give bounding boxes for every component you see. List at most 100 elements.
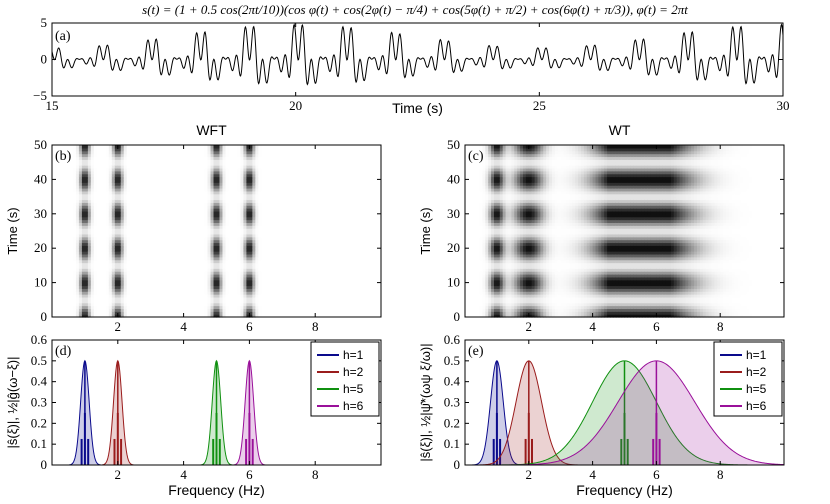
heatmap-cell [186,150,191,155]
heatmap-cell [252,233,256,238]
heatmap-cell [267,279,271,284]
heatmap-cell [150,276,155,281]
heatmap-cell [219,314,224,318]
heatmap-cell [246,279,250,284]
heatmap-cell [201,222,206,226]
heatmap-cell [261,228,265,232]
heatmap-cell [240,305,245,309]
heatmap-cell [90,296,95,301]
heatmap-cell [186,279,191,284]
heatmap-cell [258,285,262,289]
heatmap-cell [96,279,101,284]
heatmap-cell [201,156,206,160]
heatmap-cell [237,239,242,244]
heatmap-cell [222,251,227,255]
heatmap-cell [159,259,164,264]
heatmap-cell [288,314,292,318]
heatmap-cell [270,299,274,304]
heatmap-cell [96,251,101,255]
heatmap-cell [123,213,128,218]
heatmap-cell [192,239,197,244]
heatmap-cell [246,216,250,221]
heatmap-cell [141,228,146,232]
heatmap-cell [219,302,224,307]
heatmap-cell [69,282,74,287]
heatmap-cell [201,150,206,155]
heatmap-cell [171,268,176,272]
heatmap-cell [186,185,191,189]
heatmap-cell [189,213,194,218]
heatmap-cell [282,265,286,269]
heatmap-cell [60,225,65,229]
heatmap-cell [294,202,298,206]
heatmap-cell [99,256,104,261]
heatmap-cell [90,225,95,229]
heatmap-cell [174,268,179,272]
heatmap-cell [174,145,179,149]
heatmap-cell [210,165,215,169]
heatmap-cell [162,239,167,244]
heatmap-cell [288,213,292,218]
heatmap-cell [264,236,268,241]
heatmap-cell [90,176,95,180]
heatmap-cell [192,288,197,292]
heatmap-cell [237,222,242,226]
heatmap-cell [267,294,271,298]
heatmap-cell [66,279,71,284]
heatmap-cell [66,282,71,287]
heatmap-cell [60,296,65,301]
heatmap-cell [147,222,152,226]
heatmap-cell [78,279,83,284]
heatmap-cell [52,294,56,298]
heatmap-cell [210,253,215,258]
heatmap-cell [126,205,131,209]
heatmap-cell [52,222,56,226]
heatmap-cell [279,147,283,152]
heatmap-cell [279,288,283,292]
heatmap-cell [69,170,74,175]
heatmap-cell [84,228,89,232]
heatmap-cell [261,242,265,246]
heatmap-cell [138,282,143,287]
heatmap-cell [171,170,176,175]
heatmap-cell [159,239,164,244]
heatmap-cell [237,147,242,152]
heatmap-cell [264,311,268,315]
heatmap-cell [288,153,292,158]
heatmap-cell [108,205,113,209]
heatmap-cell [105,305,110,309]
heatmap-cell [222,176,227,180]
heatmap-cell [276,276,280,281]
heatmap-cell [156,276,161,281]
heatmap-cell [228,253,233,258]
heatmap-cell [135,173,140,178]
heatmap-cell [291,150,295,155]
heatmap-cell [168,162,173,166]
heatmap-cell [270,176,274,180]
heatmap-cell [162,271,167,275]
heatmap-cell [99,314,104,318]
heatmap-cell [126,222,131,226]
heatmap-cell [108,219,113,223]
heatmap-cell [120,162,125,166]
heatmap-cell [171,150,176,155]
heatmap-cell [144,305,149,309]
heatmap-cell [210,251,215,255]
heatmap-cell [159,248,164,252]
heatmap-cell [261,305,265,309]
heatmap-cell [297,196,301,201]
heatmap-cell [60,279,65,284]
heatmap-cell [99,236,104,241]
heatmap-cell [270,219,274,223]
heatmap-cell [147,165,152,169]
heatmap-cell [174,291,179,295]
heatmap-cell [222,268,227,272]
heatmap-cell [255,219,259,223]
heatmap-cell [93,216,98,221]
heatmap-cell [258,199,262,203]
heatmap-cell [120,193,125,198]
heatmap-cell [120,236,125,241]
heatmap-cell [204,282,209,287]
heatmap-cell [126,156,131,160]
heatmap-cell [63,188,68,192]
